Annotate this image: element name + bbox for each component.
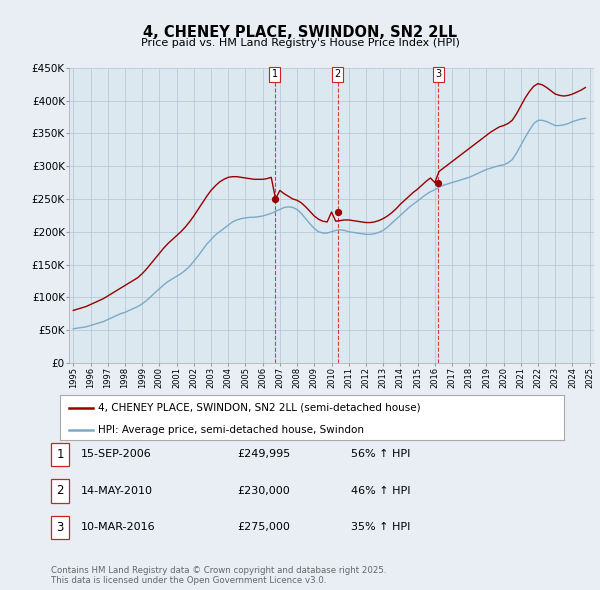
Text: 14-MAY-2010: 14-MAY-2010 [81, 486, 153, 496]
Text: £230,000: £230,000 [237, 486, 290, 496]
Point [333, 207, 343, 217]
Text: £249,995: £249,995 [237, 450, 290, 459]
Text: Contains HM Land Registry data © Crown copyright and database right 2025.
This d: Contains HM Land Registry data © Crown c… [51, 566, 386, 585]
Text: 10-MAR-2016: 10-MAR-2016 [81, 523, 155, 532]
Text: 15-SEP-2006: 15-SEP-2006 [81, 450, 152, 459]
Text: 1: 1 [272, 70, 278, 80]
Point [433, 178, 443, 187]
Text: HPI: Average price, semi-detached house, Swindon: HPI: Average price, semi-detached house,… [98, 425, 364, 435]
Text: Price paid vs. HM Land Registry's House Price Index (HPI): Price paid vs. HM Land Registry's House … [140, 38, 460, 48]
Text: 4, CHENEY PLACE, SWINDON, SN2 2LL (semi-detached house): 4, CHENEY PLACE, SWINDON, SN2 2LL (semi-… [98, 403, 421, 412]
Text: 35% ↑ HPI: 35% ↑ HPI [351, 523, 410, 532]
Text: 46% ↑ HPI: 46% ↑ HPI [351, 486, 410, 496]
Text: 2: 2 [335, 70, 341, 80]
Text: 3: 3 [56, 521, 64, 534]
Text: 3: 3 [435, 70, 441, 80]
Text: 1: 1 [56, 448, 64, 461]
Text: 2: 2 [56, 484, 64, 497]
Point [270, 194, 280, 204]
Text: £275,000: £275,000 [237, 523, 290, 532]
Text: 56% ↑ HPI: 56% ↑ HPI [351, 450, 410, 459]
Text: 4, CHENEY PLACE, SWINDON, SN2 2LL: 4, CHENEY PLACE, SWINDON, SN2 2LL [143, 25, 457, 40]
